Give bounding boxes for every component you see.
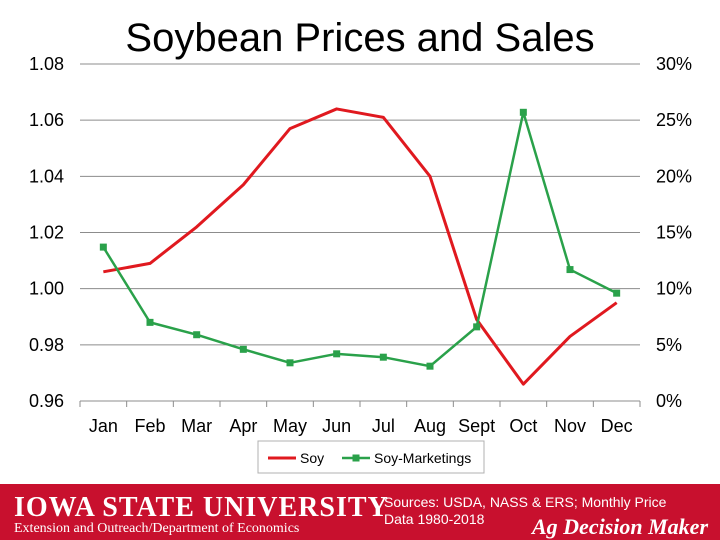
series-point xyxy=(146,318,154,326)
chart-title: Soybean Prices and Sales xyxy=(125,16,595,60)
series-point xyxy=(193,331,201,339)
x-tick-label: Apr xyxy=(229,416,257,436)
sources-line-2: Data 1980-2018 xyxy=(384,511,485,527)
chart: 0.96 0% 0.98 5% 1.00 10% 1.02 15% 1.04 20% 1.06 25%… xyxy=(29,54,692,474)
x-tick-label: May xyxy=(273,416,307,436)
x-tick-label: Sept xyxy=(458,416,495,436)
series-point xyxy=(519,108,527,116)
y-right-tick-label: 30% xyxy=(656,54,692,74)
series-point xyxy=(613,289,621,297)
series-point xyxy=(426,362,434,370)
series-point xyxy=(379,353,387,361)
series-point xyxy=(473,323,481,331)
series-point xyxy=(286,359,294,367)
legend-marker xyxy=(352,454,360,462)
series-point xyxy=(99,243,107,251)
x-tick-label: Aug xyxy=(414,416,446,436)
y-left-tick-label: 0.96 xyxy=(29,391,64,411)
x-tick-label: Mar xyxy=(181,416,212,436)
series-point xyxy=(333,350,341,358)
isu-logo-text: IOWA STATE UNIVERSITY xyxy=(14,492,389,523)
sources-line-1: Sources: USDA, NASS & ERS; Monthly Price xyxy=(384,494,667,510)
y-right-tick-label: 5% xyxy=(656,335,682,355)
x-tick-label: Dec xyxy=(601,416,633,436)
y-left-tick-label: 1.06 xyxy=(29,110,64,130)
y-left-tick-label: 0.98 xyxy=(29,335,64,355)
x-tick-label: Feb xyxy=(134,416,165,436)
ag-decision-maker-logo: Ag Decision Maker xyxy=(532,514,708,539)
footer-banner: IOWA STATE UNIVERSITY Extension and Outr… xyxy=(0,484,720,540)
y-right-tick-label: 10% xyxy=(656,279,692,299)
y-right-tick-label: 20% xyxy=(656,166,692,186)
x-tick-label: Oct xyxy=(509,416,537,436)
series-point xyxy=(239,345,247,353)
y-right-tick-label: 25% xyxy=(656,110,692,130)
series-line xyxy=(103,107,618,386)
x-tick-label: Jan xyxy=(89,416,118,436)
x-tick-label: Jun xyxy=(322,416,351,436)
legend-label: Soy xyxy=(300,450,324,466)
legend-label: Soy-Marketings xyxy=(374,450,471,466)
y-left-tick-label: 1.08 xyxy=(29,54,64,74)
y-right-tick-label: 0% xyxy=(656,391,682,411)
x-tick-label: Nov xyxy=(554,416,586,436)
x-tick-label: Jul xyxy=(372,416,395,436)
y-left-tick-label: 1.04 xyxy=(29,166,64,186)
footer-subtitle: Extension and Outreach/Department of Eco… xyxy=(14,521,300,536)
y-left-tick-label: 1.00 xyxy=(29,279,64,299)
y-right-tick-label: 15% xyxy=(656,223,692,243)
sources-note: Sources: USDA, NASS & ERS; Monthly Price… xyxy=(384,494,714,528)
y-left-tick-label: 1.02 xyxy=(29,223,64,243)
series-point xyxy=(566,266,574,274)
series-line xyxy=(102,111,618,368)
